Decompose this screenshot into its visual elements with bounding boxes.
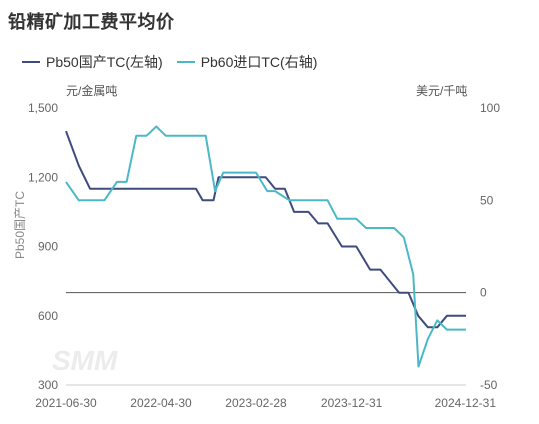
x-tick-label: 2022-04-30 [130,396,192,410]
chart-legend: Pb50国产TC(左轴) Pb60进口TC(右轴) [22,52,331,72]
y-right-tick-label: 100 [480,101,500,115]
left-axis-unit: 元/金属吨 [66,84,118,98]
series-line-pb50 [65,130,466,329]
y-left-tick-label: 300 [38,378,58,392]
y-right-tick-label: 0 [480,286,487,300]
legend-swatch-pb60 [176,61,195,63]
legend-swatch-pb50 [22,61,40,63]
right-axis-unit: 美元/千吨 [416,84,468,98]
legend-item-pb60[interactable]: Pb60进口TC(右轴) [176,52,318,72]
y-left-tick-label: 1,500 [28,101,58,115]
chart-title: 铅精矿加工费平均价 [8,12,175,32]
y-left-tick-label: 600 [38,309,58,323]
y-right-tick-label: -50 [480,378,498,392]
x-tick-label: 2021-06-30 [35,396,97,410]
y-left-tick-label: 1,200 [28,170,58,184]
watermark-text: SMM [52,345,118,376]
x-tick-label: 2023-12-31 [321,396,383,410]
y-right-tick-label: 50 [480,193,494,207]
y-left-axis-title: Pb50国产TC [13,191,27,259]
legend-label-pb60: Pb60进口TC(右轴) [200,54,318,70]
x-tick-label: 2023-02-28 [225,396,287,410]
legend-item-pb50[interactable]: Pb50国产TC(左轴) [22,52,163,72]
x-tick-label: 2024-12-31 [435,396,497,410]
legend-label-pb50: Pb50国产TC(左轴) [46,54,163,70]
y-left-tick-label: 900 [38,240,58,254]
series-line-pb60 [65,125,466,368]
